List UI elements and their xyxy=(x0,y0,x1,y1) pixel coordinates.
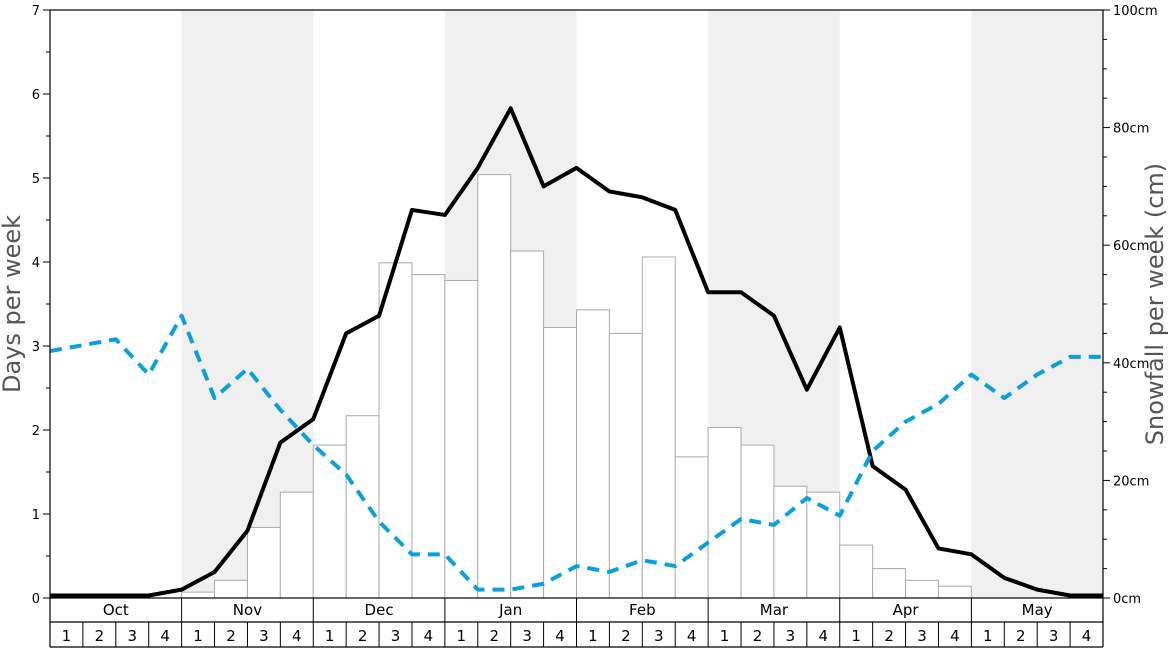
week-label: 3 xyxy=(654,627,664,645)
week-label: 4 xyxy=(819,627,829,645)
left-tick-label: 2 xyxy=(32,424,40,439)
month-label: Apr xyxy=(893,601,920,619)
snowfall-bar xyxy=(477,174,512,599)
week-label: 2 xyxy=(358,627,368,645)
left-tick-label: 1 xyxy=(32,508,40,523)
week-label: 3 xyxy=(391,627,401,645)
snowfall-bar xyxy=(279,491,314,599)
left-tick-label: 4 xyxy=(32,256,40,271)
week-label: 1 xyxy=(193,627,203,645)
right-tick-label: 20cm xyxy=(1113,474,1149,489)
week-label: 3 xyxy=(127,627,137,645)
week-label: 1 xyxy=(588,627,598,645)
week-label: 3 xyxy=(1049,627,1059,645)
snowfall-bar xyxy=(674,456,709,599)
month-label: Dec xyxy=(365,601,394,619)
snowfall-bar xyxy=(937,585,972,599)
month-shade-may xyxy=(971,10,1103,598)
week-label: 3 xyxy=(917,627,927,645)
right-tick-label: 80cm xyxy=(1113,122,1149,137)
snowfall-bar xyxy=(345,415,380,599)
week-label: 1 xyxy=(720,627,730,645)
week-label: 3 xyxy=(786,627,796,645)
week-label: 1 xyxy=(851,627,861,645)
axes-layer: 0 1 2 3 4 5 6 7 0cm 20cm 40cm 60cm 80cm 100cm Oct 1 2 3 4 N… xyxy=(32,4,1158,648)
week-label: 1 xyxy=(457,627,467,645)
week-label: 4 xyxy=(1082,627,1092,645)
week-label: 4 xyxy=(292,627,302,645)
week-label: 2 xyxy=(95,627,105,645)
lines-layer xyxy=(49,106,1103,598)
snowfall-bar xyxy=(510,250,545,599)
month-label: Oct xyxy=(103,601,129,619)
week-label: 2 xyxy=(489,627,499,645)
snowfall-bar xyxy=(806,491,841,599)
snowfall-bar xyxy=(543,327,577,599)
week-label: 3 xyxy=(522,627,532,645)
snowfall-bar xyxy=(576,309,610,599)
month-label: Jan xyxy=(498,601,522,619)
week-label: 1 xyxy=(983,627,993,645)
black-solid-line xyxy=(50,106,1103,598)
snowfall-bar xyxy=(905,579,939,599)
month-label: Nov xyxy=(233,601,262,619)
snowfall-bar xyxy=(312,444,347,599)
snowfall-bar xyxy=(378,262,413,599)
left-tick-label: 6 xyxy=(32,88,40,103)
week-label: 4 xyxy=(950,627,960,645)
snowfall-bar xyxy=(246,526,281,599)
week-label: 1 xyxy=(325,627,335,645)
week-label: 2 xyxy=(753,627,763,645)
week-label: 4 xyxy=(160,627,170,645)
snowfall-bar xyxy=(181,591,216,599)
right-tick-label: 60cm xyxy=(1113,239,1149,254)
left-tick-label: 7 xyxy=(32,4,40,19)
snowfall-bar xyxy=(444,279,479,599)
left-tick-label: 0 xyxy=(32,592,40,607)
left-tick-label: 5 xyxy=(32,172,40,187)
week-label: 4 xyxy=(687,627,697,645)
right-tick-label: 40cm xyxy=(1113,357,1149,372)
snowfall-bar xyxy=(839,544,874,599)
right-tick-label: 100cm xyxy=(1113,4,1158,19)
week-label: 3 xyxy=(259,627,269,645)
snowfall-bar xyxy=(214,579,248,599)
week-label: 2 xyxy=(884,627,894,645)
snowfall-bar xyxy=(872,568,907,599)
week-label: 4 xyxy=(424,627,434,645)
week-label: 2 xyxy=(226,627,236,645)
right-tick-label: 0cm xyxy=(1113,592,1141,607)
snowfall-bar xyxy=(773,485,808,599)
week-label: 2 xyxy=(621,627,631,645)
snowfall-bar xyxy=(411,274,446,599)
snowfall-bar xyxy=(641,256,676,599)
snowfall-bars-layer xyxy=(181,174,972,599)
week-label: 4 xyxy=(555,627,565,645)
week-label: 2 xyxy=(1016,627,1026,645)
month-label: Mar xyxy=(760,601,789,619)
month-label: Feb xyxy=(629,601,656,619)
left-axis-title: Days per week xyxy=(0,215,26,393)
blue-dashed-line xyxy=(49,313,1103,592)
left-tick-label: 3 xyxy=(32,340,40,355)
snowfall-bar xyxy=(707,426,742,599)
month-label: May xyxy=(1022,601,1053,619)
right-axis-title: Snowfall per week (cm) xyxy=(1141,163,1168,445)
snowfall-bar xyxy=(608,332,643,599)
week-label: 1 xyxy=(62,627,72,645)
